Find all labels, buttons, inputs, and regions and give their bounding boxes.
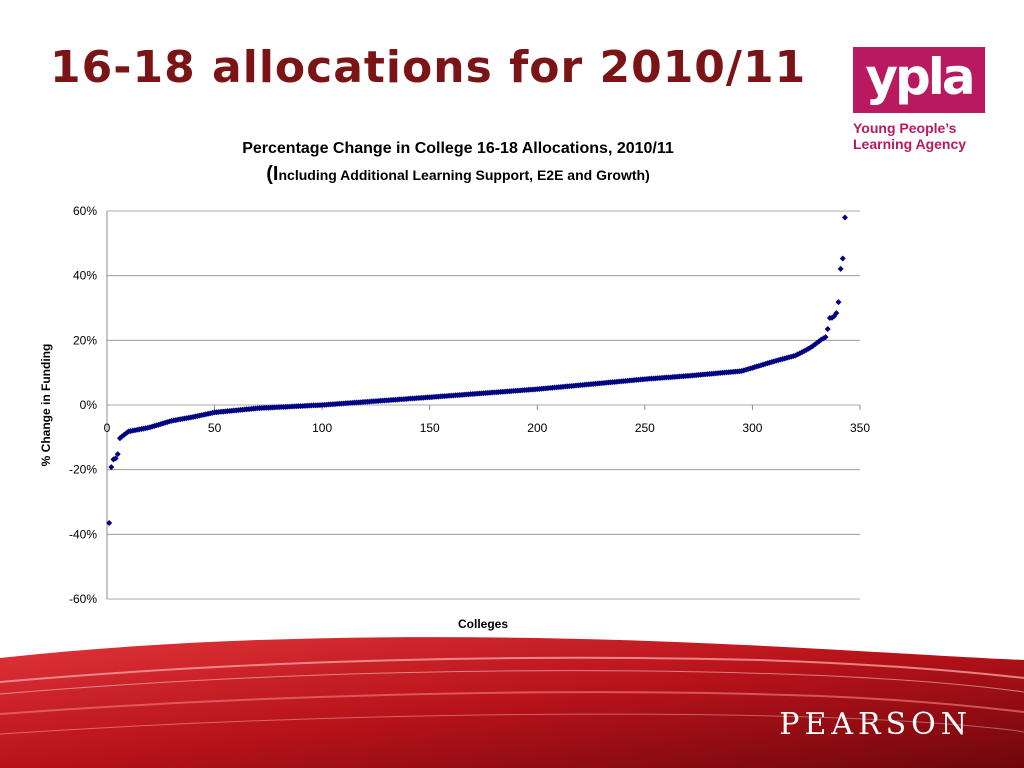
y-tick-label: 40% xyxy=(73,269,97,283)
data-point xyxy=(835,299,842,306)
data-point xyxy=(833,310,840,317)
x-tick-label: 200 xyxy=(527,421,547,435)
y-axis-label: % Change in Funding xyxy=(39,344,53,467)
y-tick-label: 0% xyxy=(80,398,98,412)
data-point xyxy=(824,326,831,333)
ypla-logo-line1: Young People’s xyxy=(853,120,957,136)
ypla-logo-wordmark: ypla xyxy=(865,48,975,106)
y-tick-label: -20% xyxy=(69,463,97,477)
y-tick-label: 20% xyxy=(73,333,97,347)
y-tick-label: -40% xyxy=(69,527,97,541)
ypla-logo-mark: ypla xyxy=(853,47,985,113)
data-point xyxy=(839,255,846,262)
footer-wave-band xyxy=(0,637,1024,768)
scatter-chart: 60% 40% 20% 0% -20% -40% -60% 0 50 100 150 200 250 30… xyxy=(39,204,870,631)
chart-gridlines xyxy=(107,210,860,600)
chart-axes xyxy=(106,211,861,599)
data-point xyxy=(822,334,829,341)
y-tick-label: -60% xyxy=(69,592,97,606)
chart-subtitle: (Including Additional Learning Support, … xyxy=(120,163,796,186)
y-tick-label: 60% xyxy=(73,204,97,218)
pearson-logo: PEARSON xyxy=(779,707,972,742)
x-tick-label: 0 xyxy=(104,421,111,435)
x-tick-label: 150 xyxy=(420,421,440,435)
data-point xyxy=(837,265,844,272)
x-axis-label: Colleges xyxy=(458,617,508,631)
data-point xyxy=(106,520,113,527)
chart-tick-labels: 60% 40% 20% 0% -20% -40% -60% 0 50 100 150 200 250 30… xyxy=(69,204,870,606)
data-point xyxy=(841,214,848,221)
slide-title: 16-18 allocations for 2010/11 xyxy=(50,42,807,93)
x-tick-label: 50 xyxy=(208,421,222,435)
x-tick-label: 100 xyxy=(312,421,332,435)
chart-points xyxy=(106,214,848,527)
ypla-logo-line2: Learning Agency xyxy=(853,136,967,152)
x-tick-label: 300 xyxy=(742,421,762,435)
chart-subtitle-prefix: (I xyxy=(266,163,279,185)
data-point xyxy=(112,455,119,462)
chart-title: Percentage Change in College 16-18 Alloc… xyxy=(242,140,674,157)
x-tick-label: 250 xyxy=(635,421,655,435)
data-point xyxy=(114,451,121,458)
ypla-logo-text: Young People’s Learning Agency xyxy=(853,120,985,152)
data-point xyxy=(108,464,115,471)
x-tick-label: 350 xyxy=(850,421,870,435)
chart-subtitle-text: ncluding Additional Learning Support, E2… xyxy=(278,167,650,183)
ypla-logo: ypla Young People’s Learning Agency xyxy=(853,47,985,152)
